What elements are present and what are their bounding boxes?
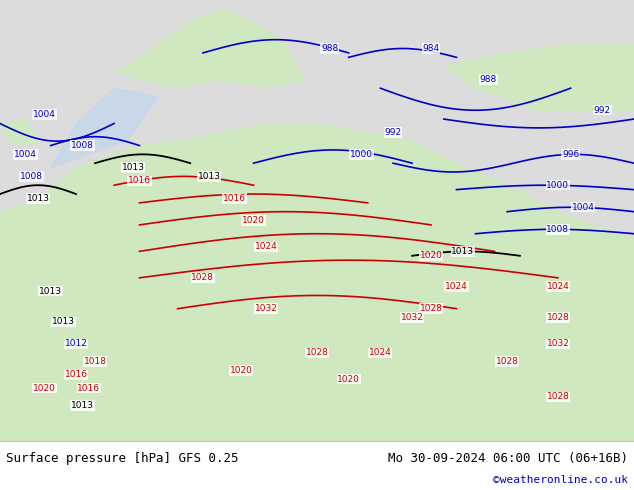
Text: 1020: 1020	[230, 366, 252, 375]
Polygon shape	[0, 119, 38, 146]
Text: 1018: 1018	[84, 357, 107, 366]
Text: 984: 984	[422, 44, 440, 53]
Text: 1016: 1016	[77, 384, 100, 392]
Text: 1028: 1028	[306, 348, 328, 357]
Text: 1013: 1013	[71, 401, 94, 410]
Text: 1016: 1016	[128, 176, 151, 185]
Text: 1020: 1020	[337, 375, 360, 384]
Text: Surface pressure [hPa] GFS 0.25: Surface pressure [hPa] GFS 0.25	[6, 452, 239, 465]
Polygon shape	[114, 9, 304, 88]
Text: 1008: 1008	[71, 141, 94, 150]
Polygon shape	[0, 123, 634, 441]
Text: 1013: 1013	[451, 247, 474, 256]
Text: 1000: 1000	[350, 150, 373, 159]
Text: 1013: 1013	[27, 194, 49, 203]
Text: 988: 988	[321, 44, 339, 53]
Polygon shape	[0, 419, 634, 441]
Text: 1016: 1016	[223, 194, 246, 203]
Text: 992: 992	[593, 106, 611, 115]
Text: 988: 988	[479, 75, 497, 84]
Text: 1008: 1008	[547, 225, 569, 234]
Text: 1008: 1008	[20, 172, 43, 181]
Polygon shape	[444, 44, 634, 110]
Text: 1004: 1004	[33, 110, 56, 119]
Text: 1004: 1004	[14, 150, 37, 159]
Polygon shape	[51, 88, 158, 168]
Text: 1032: 1032	[255, 304, 278, 313]
Text: 1020: 1020	[242, 216, 265, 225]
Text: 1004: 1004	[572, 203, 595, 212]
Text: ©weatheronline.co.uk: ©weatheronline.co.uk	[493, 475, 628, 485]
Text: 996: 996	[562, 150, 579, 159]
Text: 1016: 1016	[65, 370, 87, 379]
Text: 1028: 1028	[547, 313, 569, 322]
Text: 1024: 1024	[255, 243, 278, 251]
Text: 1000: 1000	[547, 181, 569, 190]
Text: 1024: 1024	[547, 282, 569, 291]
Text: 1012: 1012	[65, 340, 87, 348]
Text: 1013: 1013	[39, 287, 62, 295]
Text: 1028: 1028	[496, 357, 519, 366]
Text: 1024: 1024	[445, 282, 468, 291]
Text: 1013: 1013	[52, 318, 75, 326]
Text: 1013: 1013	[122, 163, 145, 172]
Text: 1024: 1024	[369, 348, 392, 357]
Text: 1020: 1020	[420, 251, 443, 260]
Text: 1028: 1028	[547, 392, 569, 401]
Text: 992: 992	[384, 128, 402, 137]
Text: 1032: 1032	[547, 340, 569, 348]
Text: Mo 30-09-2024 06:00 UTC (06+16B): Mo 30-09-2024 06:00 UTC (06+16B)	[387, 452, 628, 465]
Text: 1013: 1013	[198, 172, 221, 181]
Text: 1028: 1028	[191, 273, 214, 282]
Text: 1032: 1032	[401, 313, 424, 322]
Text: 1020: 1020	[33, 384, 56, 392]
Text: 1028: 1028	[420, 304, 443, 313]
